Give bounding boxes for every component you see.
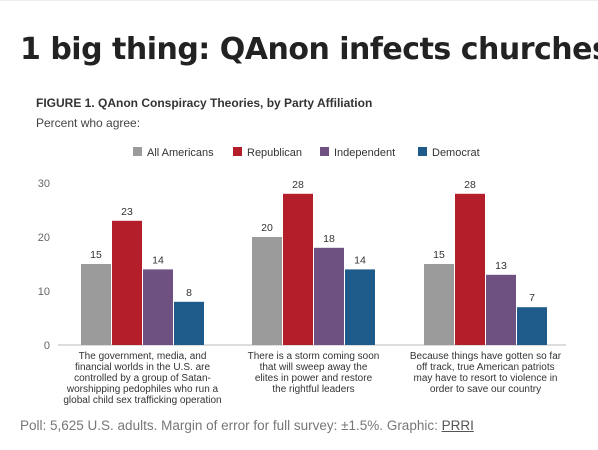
category-label: The government, media, and	[79, 351, 207, 362]
category-label: off track, true American patriots	[416, 362, 554, 373]
bar-value-label: 28	[292, 179, 304, 191]
source-note: Poll: 5,625 U.S. adults. Margin of error…	[20, 418, 474, 433]
bar-value-label: 20	[261, 222, 273, 234]
bar	[314, 247, 344, 345]
bar	[345, 269, 375, 345]
legend-label: Republican	[247, 147, 302, 159]
category-label: financial worlds in the U.S. are	[75, 362, 211, 373]
figure-subtitle: Percent who agree:	[36, 116, 141, 130]
legend-label: Independent	[334, 147, 395, 159]
bar	[143, 269, 173, 345]
chart-figure: FIGURE 1. QAnon Conspiracy Theories, by …	[0, 88, 598, 410]
bar-value-label: 14	[152, 254, 164, 266]
legend-label: Democrat	[432, 147, 480, 159]
bar	[455, 193, 485, 345]
legend-swatch	[320, 147, 329, 156]
category-label: worshipping pedophiles who run a	[66, 384, 219, 395]
legend-swatch	[133, 147, 142, 156]
y-tick-label: 30	[38, 178, 50, 190]
category-label: that will sweep away the	[260, 362, 368, 373]
bar-value-label: 8	[186, 287, 192, 299]
category-label: the rightful leaders	[272, 384, 354, 395]
bar-value-label: 15	[90, 249, 102, 261]
page-headline: 1 big thing: QAnon infects churches	[20, 32, 598, 67]
bar	[517, 307, 547, 345]
bar-value-label: 18	[323, 233, 335, 245]
category-label: elites in power and restore	[255, 373, 373, 384]
category-label: controlled by a group of Satan-	[74, 373, 211, 384]
bar-chart: All Americans Republican Independent Democr…	[38, 147, 566, 406]
category-label: may have to resort to violence in	[414, 373, 558, 384]
bar	[112, 220, 142, 345]
bar	[424, 264, 454, 345]
top-divider	[0, 0, 598, 1]
legend-label: All Americans	[147, 147, 214, 159]
bar-value-label: 15	[433, 249, 445, 261]
category-label: global child sex trafficking operation	[63, 395, 221, 406]
y-tick-label: 10	[38, 286, 50, 298]
source-text: Poll: 5,625 U.S. adults. Margin of error…	[20, 418, 442, 433]
category-label: Because things have gotten so far	[410, 351, 562, 362]
bar	[283, 193, 313, 345]
y-tick-label: 0	[44, 340, 50, 352]
bar	[252, 237, 282, 345]
bar-value-label: 28	[464, 179, 476, 191]
source-link[interactable]: PRRI	[441, 418, 474, 433]
bar-value-label: 7	[529, 292, 535, 304]
bar	[81, 264, 111, 345]
category-label: There is a storm coming soon	[248, 351, 380, 362]
bar	[174, 301, 204, 345]
y-tick-label: 20	[38, 232, 50, 244]
category-label: order to save our country	[430, 384, 541, 395]
bar	[486, 274, 516, 345]
bar-value-label: 23	[121, 206, 133, 218]
legend-swatch	[418, 147, 427, 156]
bar-value-label: 14	[354, 254, 366, 266]
bar-value-label: 13	[495, 260, 507, 272]
figure-title: FIGURE 1. QAnon Conspiracy Theories, by …	[36, 96, 373, 110]
legend-swatch	[233, 147, 242, 156]
